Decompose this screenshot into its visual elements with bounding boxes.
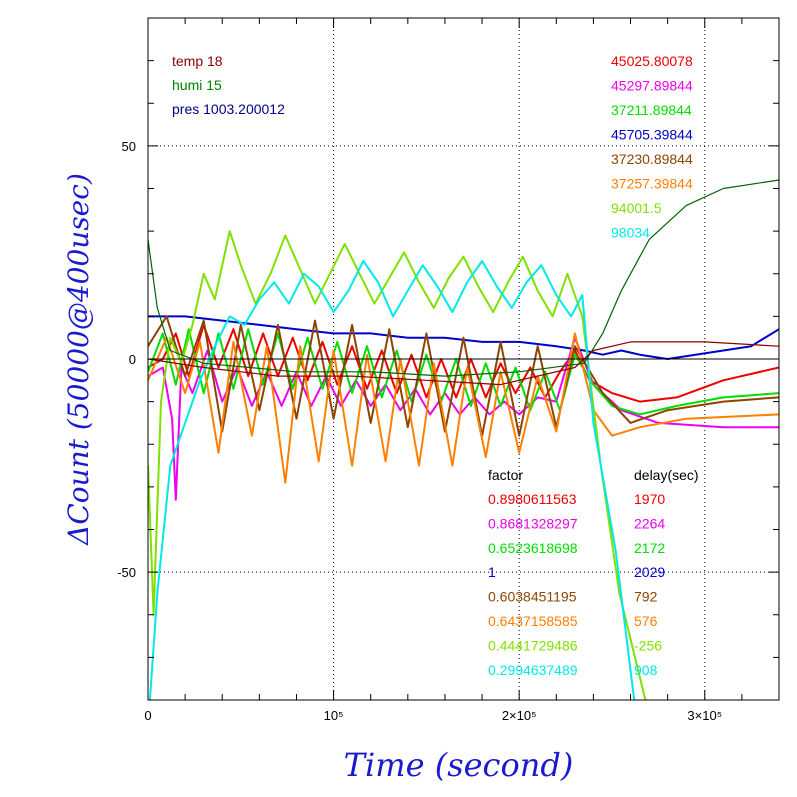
tick-labels: 0 10⁵ 2×10⁵ 3×10⁵ 50 0 -50: [117, 139, 722, 723]
factor-column: 0.8980611563 0.8681328297 0.6523618698 1 0.6…: [488, 491, 578, 678]
factor-value: 0.8681328297: [488, 515, 578, 531]
factor-value: 0.6523618698: [488, 540, 578, 556]
series-value-label: 94001.5: [611, 200, 662, 216]
x-tick-label: 0: [144, 708, 151, 723]
factor-value: 0.6038451195: [488, 589, 577, 605]
y-tick-label: -50: [117, 565, 136, 580]
series-value-label: 37257.39844: [611, 176, 693, 192]
environment-labels: temp 18 humi 15 pres 1003.200012: [172, 53, 285, 117]
series-line-9: [148, 179, 779, 377]
delay-value: 2172: [634, 540, 665, 556]
delay-column: 1970 2264 2172 2029 792 576 -256 908: [634, 491, 665, 678]
env-label: humi 15: [172, 77, 222, 93]
series-line-5: [148, 315, 779, 437]
x-tick-label: 10⁵: [324, 708, 344, 723]
delay-value: 908: [634, 662, 658, 678]
x-tick-label: 2×10⁵: [502, 708, 537, 723]
y-tick-label: 50: [122, 139, 136, 154]
env-label: pres 1003.200012: [172, 101, 285, 117]
factor-value: 0.4441729486: [488, 637, 578, 653]
x-tick-label: 3×10⁵: [687, 708, 722, 723]
series-value-label: 45025.80078: [611, 53, 693, 69]
factor-value: 0.8980611563: [488, 491, 577, 507]
series-value-label: 37211.89844: [611, 102, 692, 118]
series-value-label: 45297.89844: [611, 78, 693, 94]
series-line-7: [148, 230, 647, 700]
series-value-label: 98034: [611, 225, 650, 241]
delay-value: 1970: [634, 491, 665, 507]
factor-value: 1: [488, 564, 496, 580]
series-value-label: 37230.89844: [611, 151, 693, 167]
delay-header: delay(sec): [634, 467, 699, 483]
value-legend: 45025.80078 45297.89844 37211.89844 45705.3…: [611, 53, 693, 241]
series-value-label: 45705.39844: [611, 127, 693, 143]
series-line-4: [148, 315, 779, 360]
series-line-8: [148, 260, 636, 700]
x-axis-label: Time (second): [344, 746, 574, 784]
series-line-10: [148, 341, 779, 386]
y-tick-label: 0: [129, 352, 136, 367]
factor-value: 0.2994637489: [488, 662, 578, 678]
series-line-2: [148, 336, 779, 501]
delay-value: 792: [634, 589, 658, 605]
factor-header: factor: [488, 467, 523, 483]
factor-value: 0.6437158585: [488, 613, 578, 629]
y-axis-label: ΔCount (50000@400usec): [62, 173, 95, 546]
series-lines: [148, 179, 779, 700]
axis-ticks: [147, 17, 780, 701]
env-label: temp 18: [172, 53, 223, 69]
delay-value: 2029: [634, 564, 665, 580]
delay-value: -256: [634, 637, 662, 653]
delay-value: 2264: [634, 515, 665, 531]
delay-value: 576: [634, 613, 658, 629]
